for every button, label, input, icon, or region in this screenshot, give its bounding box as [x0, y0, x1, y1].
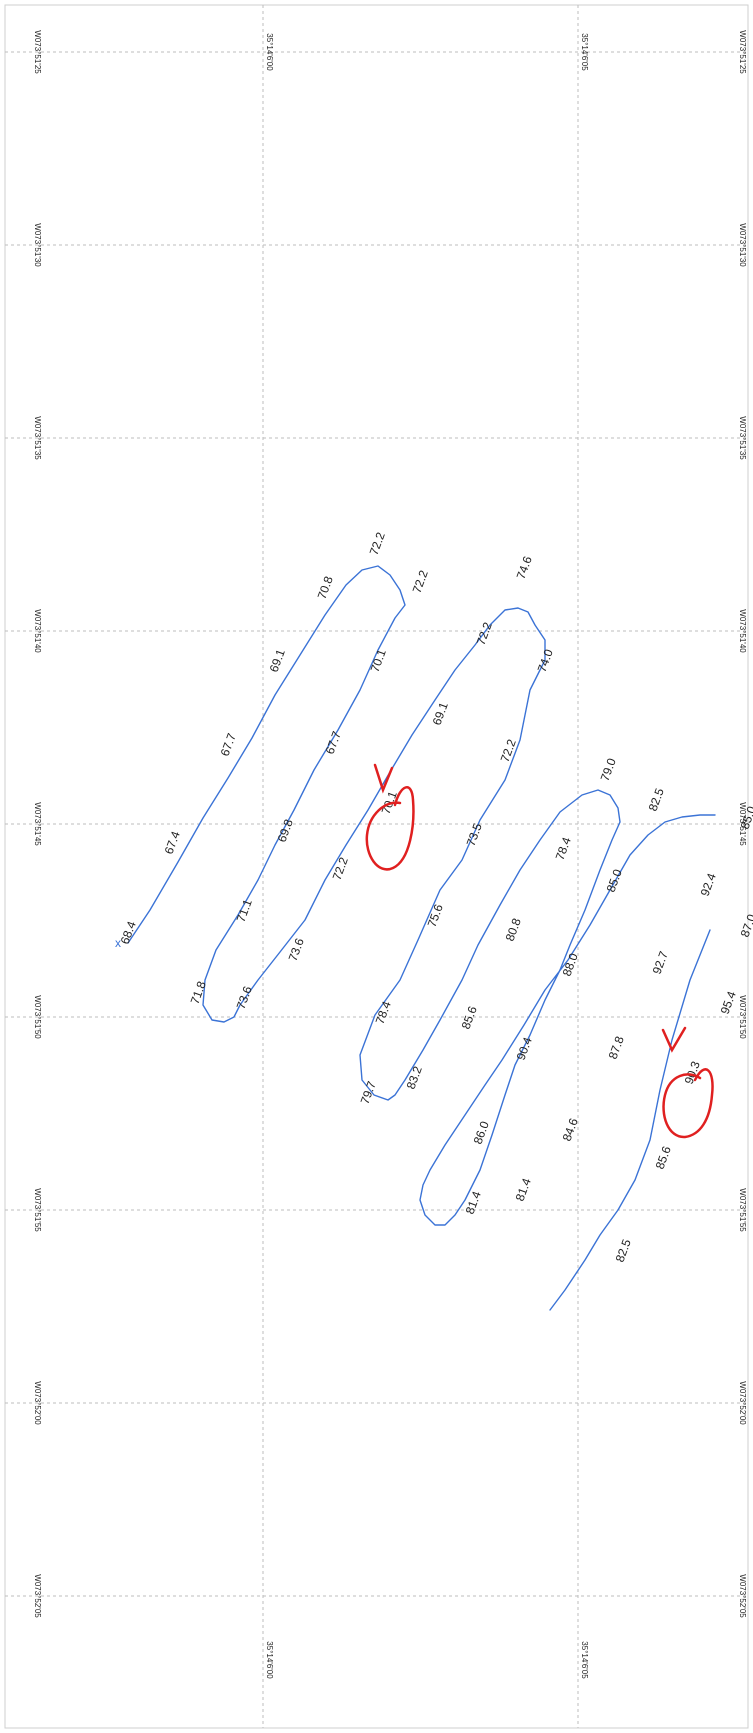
latitude-label: 35°14'6'00 [265, 33, 274, 71]
sounding-value: 83.2 [404, 1064, 425, 1091]
sounding-value: 95.4 [718, 989, 739, 1016]
sounding-value: 71.1 [234, 897, 255, 924]
sounding-value: 80.8 [503, 916, 524, 943]
latitude-grid [262, 5, 579, 1728]
sounding-value: 67.7 [323, 729, 344, 756]
sounding-value: 79.7 [358, 1079, 379, 1106]
longitude-label: W073°51'30 [738, 223, 747, 267]
survey-track-lower [549, 929, 711, 1311]
sounding-value: 74.6 [514, 554, 535, 581]
longitude-labels-left: W073°51'25 W073°51'30 W073°51'35 W073°51… [33, 30, 42, 1618]
sounding-value: 67.4 [162, 829, 183, 856]
annotation-check [661, 1026, 687, 1053]
sounding-value: 72.2 [367, 530, 388, 557]
sounding-value: 74.0 [535, 647, 556, 674]
longitude-grid [5, 51, 748, 1597]
latitude-labels: 35°14'6'00 35°14'6'00 35°14'6'05 35°14'6… [265, 33, 589, 1679]
longitude-label: W073°52'00 [738, 1381, 747, 1425]
sounding-value: 87.8 [606, 1034, 627, 1061]
longitude-label: W073°51'45 [738, 802, 747, 846]
sounding-value: 82.5 [613, 1237, 634, 1264]
sounding-value: 85.0 [604, 867, 625, 894]
sounding-value: 72.2 [330, 855, 351, 882]
longitude-label: W073°52'00 [33, 1381, 42, 1425]
longitude-labels-right: W073°51'25 W073°51'30 W073°51'35 W073°51… [738, 30, 747, 1618]
sounding-value: 73.6 [234, 984, 255, 1011]
annotation-circle [662, 1068, 714, 1139]
longitude-labels-inner: W073°51'45 W073°51'50 W073°51'55 [733, 802, 745, 1232]
sounding-value: 69.1 [267, 647, 288, 674]
sounding-value: 67.7 [218, 731, 239, 758]
longitude-label: W073°51'40 [33, 609, 42, 653]
sounding-value: 90.4 [514, 1035, 535, 1062]
sounding-value: 85.6 [459, 1004, 480, 1031]
annotations [365, 763, 714, 1139]
sounding-value: 78.4 [373, 999, 394, 1026]
sounding-labels: 68.4 67.4 67.7 69.1 70.8 72.2 72.2 70.1 … [118, 530, 753, 1264]
longitude-label: W073°51'30 [33, 223, 42, 267]
longitude-label: W073°51'45 [33, 802, 42, 846]
track-start-marker: x [115, 936, 121, 950]
sounding-value: 81.4 [463, 1189, 484, 1216]
sounding-value: 79.0 [598, 756, 619, 783]
annotation-circle [365, 786, 415, 871]
sounding-value: 82.5 [646, 786, 667, 813]
sounding-value: 73.5 [464, 821, 485, 848]
sounding-value: 72.2 [498, 737, 519, 764]
sounding-value: 70.8 [315, 574, 336, 601]
survey-track [127, 565, 716, 1226]
latitude-label: 35°14'6'00 [265, 1641, 274, 1679]
sounding-value: 84.6 [560, 1116, 581, 1143]
sounding-value: 69.8 [275, 817, 296, 844]
longitude-label: W073°51'35 [33, 416, 42, 460]
sounding-value: 81.4 [513, 1176, 534, 1203]
longitude-label: W073°52'05 [738, 1574, 747, 1618]
longitude-label: W073°51'55 [738, 1188, 747, 1232]
longitude-label: W073°51'25 [738, 30, 747, 74]
sounding-value: 92.7 [650, 949, 671, 976]
annotation-check [373, 763, 394, 794]
longitude-label: W073°51'25 [33, 30, 42, 74]
longitude-label: W073°51'35 [738, 416, 747, 460]
sounding-value: 71.8 [188, 979, 209, 1006]
sounding-value: 87.0 [738, 912, 753, 939]
sounding-value: 86.0 [471, 1119, 492, 1146]
sounding-value: 85.6 [653, 1144, 674, 1171]
longitude-label: W073°51'40 [738, 609, 747, 653]
longitude-label: W073°51'50 [33, 995, 42, 1039]
map-frame [4, 4, 749, 1729]
latitude-label: 35°14'6'05 [580, 33, 589, 71]
sounding-value: 78.4 [553, 835, 574, 862]
sounding-value: 72.2 [474, 620, 495, 647]
sounding-value: 75.6 [425, 902, 446, 929]
sounding-value: 68.4 [118, 919, 139, 946]
longitude-label: W073°51'55 [33, 1188, 42, 1232]
sounding-value: 92.4 [698, 871, 719, 898]
latitude-label: 35°14'6'05 [580, 1641, 589, 1679]
sounding-value: 72.2 [410, 568, 431, 595]
sounding-value: 70.1 [368, 647, 389, 674]
longitude-label: W073°52'05 [33, 1574, 42, 1618]
longitude-label: W073°51'50 [738, 995, 747, 1039]
